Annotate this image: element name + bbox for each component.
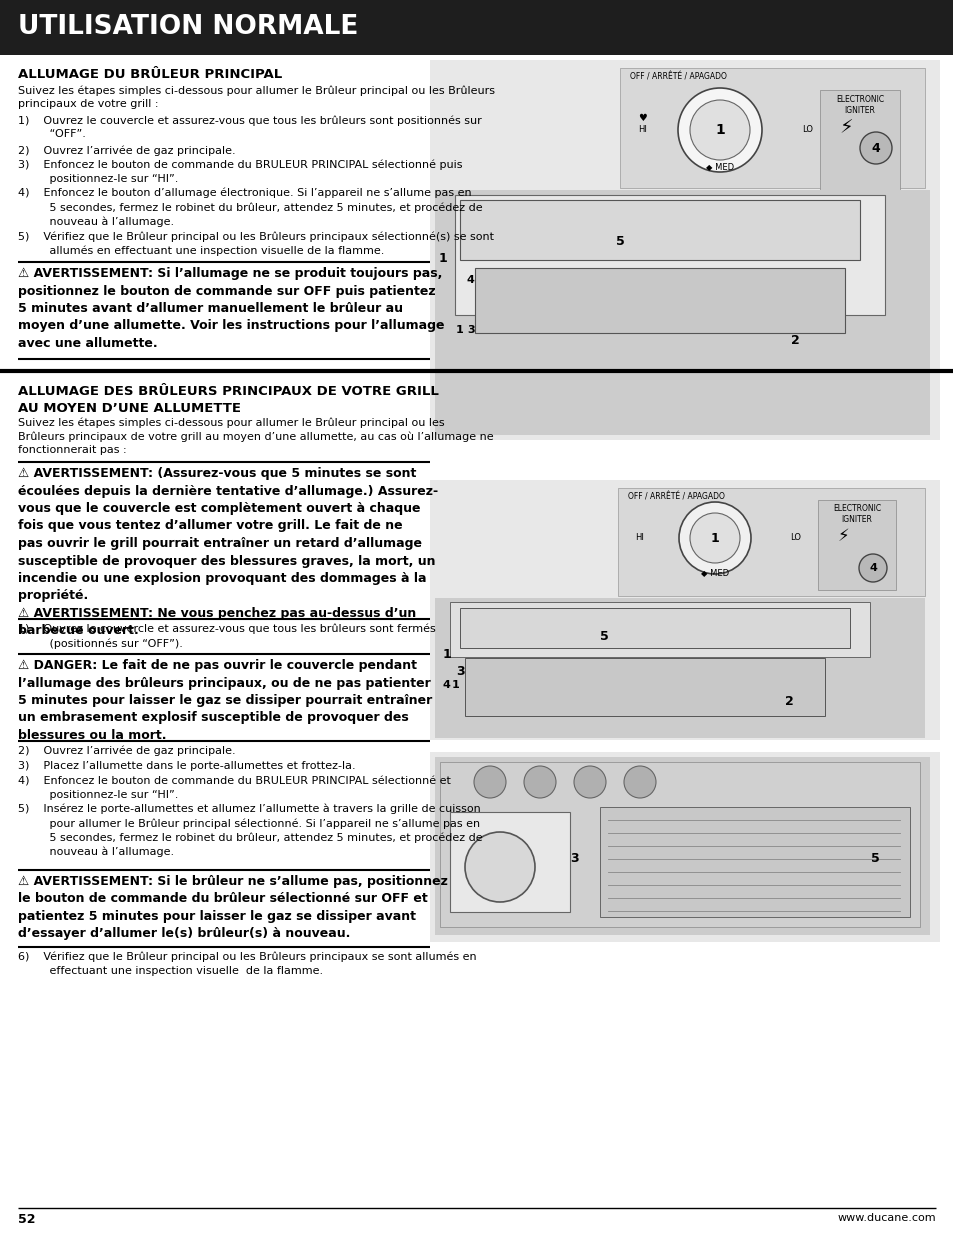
Text: Suivez les étapes simples ci-dessous pour allumer le Brûleur principal ou les Br: Suivez les étapes simples ci-dessous pou…	[18, 85, 495, 109]
Text: ELECTRONIC
IGNITER: ELECTRONIC IGNITER	[832, 504, 881, 524]
Text: 4)    Enfoncez le bouton d’allumage électronique. Si l’appareil ne s’allume pas : 4) Enfoncez le bouton d’allumage électro…	[18, 188, 482, 227]
Bar	[0, 0, 953, 56]
Text: 52: 52	[18, 1213, 35, 1226]
Text: ALLUMAGE DU BRÛLEUR PRINCIPAL: ALLUMAGE DU BRÛLEUR PRINCIPAL	[18, 68, 282, 82]
Text: 3: 3	[467, 325, 475, 335]
Text: 5)    Vérifiez que le Brûleur principal ou les Brûleurs principaux sélectionné(s: 5) Vérifiez que le Brûleur principal ou …	[18, 231, 494, 256]
Bar	[435, 757, 929, 935]
Text: 1: 1	[438, 252, 447, 264]
Text: 1: 1	[442, 648, 452, 661]
Text: 1)    Ouvrez le couvercle et assurez-vous que tous les brûleurs sont fermés
    : 1) Ouvrez le couvercle et assurez-vous q…	[18, 624, 436, 648]
Text: 4: 4	[871, 142, 880, 154]
Text: 6)    Vérifiez que le Brûleur principal ou les Brûleurs principaux se sont allum: 6) Vérifiez que le Brûleur principal ou …	[18, 952, 476, 976]
Bar	[435, 190, 929, 435]
Text: 1)    Ouvrez le couvercle et assurez-vous que tous les brûleurs sont positionnés: 1) Ouvrez le couvercle et assurez-vous q…	[18, 115, 481, 140]
Bar	[599, 806, 909, 918]
Text: www.ducane.com: www.ducane.com	[837, 1213, 935, 1223]
Bar	[430, 752, 939, 942]
Circle shape	[574, 766, 605, 798]
Text: 5: 5	[599, 630, 608, 643]
Bar	[435, 598, 924, 739]
Bar	[450, 601, 869, 657]
Text: 5: 5	[615, 235, 623, 248]
Text: 1: 1	[710, 531, 719, 545]
Text: ⚠ AVERTISSEMENT: (Assurez-vous que 5 minutes se sont
écoulées depuis la dernière: ⚠ AVERTISSEMENT: (Assurez-vous que 5 min…	[18, 467, 437, 637]
Text: ⚠ AVERTISSEMENT: Si le brûleur ne s’allume pas, positionnez
le bouton de command: ⚠ AVERTISSEMENT: Si le brûleur ne s’allu…	[18, 876, 447, 941]
Text: 4: 4	[442, 680, 451, 690]
Circle shape	[474, 766, 505, 798]
Bar	[817, 500, 895, 590]
Text: ELECTRONIC
IGNITER: ELECTRONIC IGNITER	[835, 95, 883, 115]
Text: 2: 2	[790, 333, 799, 347]
Text: ◆ MED: ◆ MED	[705, 162, 733, 170]
Text: LO: LO	[789, 534, 801, 542]
Text: 4)    Enfoncez le bouton de commande du BRULEUR PRINCIPAL sélectionné et
       : 4) Enfoncez le bouton de commande du BRU…	[18, 776, 451, 799]
Text: 2)    Ouvrez l’arrivée de gaz principale.: 2) Ouvrez l’arrivée de gaz principale.	[18, 746, 235, 757]
Text: 3)    Enfoncez le bouton de commande du BRULEUR PRINCIPAL sélectionné puis
     : 3) Enfoncez le bouton de commande du BRU…	[18, 161, 462, 184]
Text: ♥: ♥	[638, 112, 646, 124]
Circle shape	[679, 501, 750, 574]
Text: 1: 1	[452, 680, 459, 690]
Text: 3: 3	[456, 664, 464, 678]
Bar	[464, 658, 824, 716]
Bar	[618, 488, 924, 597]
Text: HI: HI	[635, 534, 643, 542]
Bar	[450, 811, 569, 911]
Bar	[475, 268, 844, 333]
Text: 1: 1	[715, 124, 724, 137]
Bar	[459, 608, 849, 648]
Text: 5: 5	[870, 852, 879, 864]
Text: ALLUMAGE DES BRÛLEURS PRINCIPAUX DE VOTRE GRILL
AU MOYEN D’UNE ALLUMETTE: ALLUMAGE DES BRÛLEURS PRINCIPAUX DE VOTR…	[18, 385, 438, 415]
Text: 1: 1	[456, 325, 463, 335]
Text: UTILISATION NORMALE: UTILISATION NORMALE	[18, 14, 358, 40]
Text: 4: 4	[466, 275, 474, 285]
Text: OFF / ARRÊTÉ / APAGADO: OFF / ARRÊTÉ / APAGADO	[627, 492, 724, 501]
Text: 5)    Insérez le porte-allumettes et allumez l’allumette à travers la grille de : 5) Insérez le porte-allumettes et allume…	[18, 804, 482, 857]
Text: ◆ MED: ◆ MED	[700, 568, 728, 577]
Text: ⚡: ⚡	[839, 119, 852, 137]
Text: LO: LO	[801, 126, 812, 135]
Text: ⚠ DANGER: Le fait de ne pas ouvrir le couvercle pendant
l’allumage des brûleurs : ⚠ DANGER: Le fait de ne pas ouvrir le co…	[18, 659, 432, 742]
Bar	[459, 200, 859, 261]
Bar	[430, 480, 939, 740]
Text: 2)    Ouvrez l’arrivée de gaz principale.: 2) Ouvrez l’arrivée de gaz principale.	[18, 144, 235, 156]
Text: Suivez les étapes simples ci-dessous pour allumer le Brûleur principal ou les
Br: Suivez les étapes simples ci-dessous pou…	[18, 417, 493, 456]
Circle shape	[858, 555, 886, 582]
Bar	[439, 762, 919, 927]
Bar	[430, 61, 939, 440]
Text: HI: HI	[638, 126, 646, 135]
Circle shape	[689, 513, 740, 563]
Circle shape	[523, 766, 556, 798]
Text: 3)    Placez l’allumette dans le porte-allumettes et frottez-la.: 3) Placez l’allumette dans le porte-allu…	[18, 761, 355, 771]
Text: 2: 2	[784, 695, 793, 708]
Text: OFF / ARRÊTÉ / APAGADO: OFF / ARRÊTÉ / APAGADO	[629, 72, 726, 82]
Circle shape	[464, 832, 535, 902]
Circle shape	[859, 132, 891, 164]
Circle shape	[689, 100, 749, 161]
Text: ⚠ AVERTISSEMENT: Si l’allumage ne se produit toujours pas,
positionnez le bouton: ⚠ AVERTISSEMENT: Si l’allumage ne se pro…	[18, 267, 444, 350]
Circle shape	[623, 766, 656, 798]
Bar	[820, 90, 899, 200]
Text: ⚡: ⚡	[837, 527, 848, 545]
Bar	[619, 68, 924, 188]
Bar	[455, 195, 884, 315]
Text: 4: 4	[868, 563, 876, 573]
Text: 3: 3	[570, 852, 578, 864]
Circle shape	[678, 88, 761, 172]
